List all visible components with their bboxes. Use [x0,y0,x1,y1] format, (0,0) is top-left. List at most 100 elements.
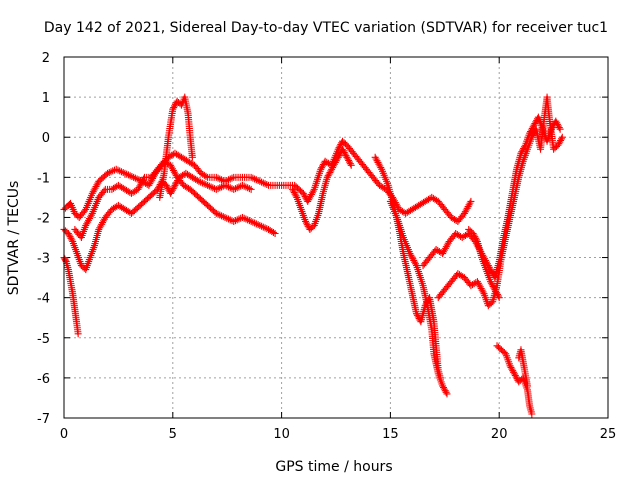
data-point [486,278,494,286]
data-point [123,170,131,178]
y-tick-label: 0 [42,131,50,146]
data-point [557,136,565,144]
data-point [494,292,502,300]
data-point [197,178,205,186]
y-tick-label: -4 [37,292,50,307]
data-point [204,181,212,189]
data-point [116,167,124,175]
data-point [104,169,112,177]
data-point [74,330,82,338]
data-point [345,158,353,166]
data-point [509,367,517,375]
y-tick-label: -1 [37,171,50,186]
data-point [231,217,239,225]
x-tick-label: 0 [60,427,68,442]
data-point [169,105,177,113]
x-tick-label: 15 [382,427,399,442]
chart-title: Day 142 of 2021, Sidereal Day-to-day VTE… [44,20,608,36]
x-tick-label: 25 [600,427,617,442]
data-point [121,169,129,177]
data-point [64,229,72,237]
data-point [218,212,226,220]
data-point [252,176,260,184]
data-point [66,233,74,241]
series-track-b [71,157,279,241]
data-point [507,363,515,371]
data-point [495,294,503,302]
data-point [169,185,177,193]
data-point [339,145,347,153]
x-tick-label: 10 [273,427,290,442]
data-point [226,184,234,192]
data-point [112,165,120,173]
y-tick-label: -7 [37,412,50,427]
data-point [107,168,115,176]
data-point [256,221,264,229]
data-point [512,373,520,381]
data-point [511,371,519,379]
data-point [442,388,450,396]
data-point [254,221,262,229]
y-tick-label: 2 [42,51,50,66]
data-point [235,215,243,223]
data-point [510,370,518,378]
data-point [230,185,238,193]
data-point [439,384,447,392]
data-point [323,173,331,181]
data-point [247,217,255,225]
series-track-h [386,197,451,398]
data-point [245,217,253,225]
series-track-c [60,169,255,274]
data-point [216,184,224,192]
series-track-f [288,145,355,233]
data-point [258,222,266,230]
data-point [413,310,421,318]
data-point [200,180,208,188]
data-point [340,148,348,156]
data-point [131,174,139,182]
data-point [470,231,478,239]
data-point [342,152,350,160]
data-point [256,177,264,185]
data-point [558,133,566,141]
data-point [439,382,447,390]
data-point [556,125,564,133]
data-point [247,185,255,193]
data-point [225,183,233,191]
data-point [302,217,310,225]
data-point [214,185,222,193]
data-point [554,122,562,130]
data-point [317,165,325,173]
data-point [488,281,496,289]
data-point [263,181,271,189]
data-point [377,164,385,172]
data-point [249,218,257,226]
data-point [212,209,220,217]
data-point [100,187,108,195]
data-point [223,214,231,222]
data-point [552,117,560,125]
data-point [491,286,499,294]
data-point [343,153,351,161]
data-point [226,175,234,183]
data-point [245,185,253,193]
data-point [212,185,220,193]
data-point [130,173,138,181]
data-point [228,174,236,182]
data-point [506,362,514,370]
data-point [87,211,95,219]
data-point [140,175,148,183]
data-point [339,147,347,155]
data-point [216,211,224,219]
data-point [240,214,248,222]
data-point [489,282,497,290]
data-point [471,233,479,241]
data-point [325,170,333,178]
data-point [555,124,563,132]
data-point [557,135,565,143]
data-point [479,288,487,296]
data-point [205,182,213,190]
data-point [463,230,471,238]
data-point [412,260,420,268]
